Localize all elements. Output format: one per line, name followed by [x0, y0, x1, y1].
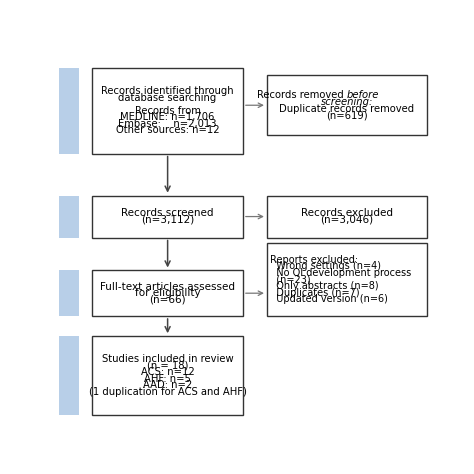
Text: (n=3,112): (n=3,112): [141, 215, 194, 225]
Bar: [59, 196, 80, 237]
Text: MEDLINE: n=1,706: MEDLINE: n=1,706: [120, 112, 215, 122]
Text: Records removed: Records removed: [257, 91, 346, 100]
Text: (1 duplication for ACS and AHF): (1 duplication for ACS and AHF): [89, 387, 246, 397]
Bar: [59, 270, 80, 316]
Text: (n=3,046): (n=3,046): [320, 215, 373, 225]
Bar: [92, 336, 243, 415]
Text: Wrong settings (n=4): Wrong settings (n=4): [271, 261, 382, 272]
Bar: [92, 68, 243, 154]
Text: Other sources: n=12: Other sources: n=12: [116, 126, 219, 136]
Text: Reports excluded:: Reports excluded:: [271, 255, 359, 265]
Text: (n = 18): (n = 18): [147, 360, 188, 371]
Bar: [267, 243, 427, 316]
Text: Duplicates (n=7): Duplicates (n=7): [271, 288, 360, 298]
Bar: [267, 196, 427, 237]
Bar: [267, 75, 427, 136]
Text: before: before: [346, 91, 379, 100]
Text: AAD: n=2: AAD: n=2: [143, 380, 192, 390]
Bar: [59, 336, 80, 415]
Text: Updated version (n=6): Updated version (n=6): [271, 294, 388, 304]
Text: for eligibility: for eligibility: [135, 288, 201, 298]
Text: screening:: screening:: [320, 97, 373, 107]
Text: Embase:    n=2,013: Embase: n=2,013: [118, 119, 217, 129]
Text: Full-text articles assessed: Full-text articles assessed: [100, 282, 235, 292]
Text: Only abstracts (n=8): Only abstracts (n=8): [271, 281, 379, 291]
Text: Records identified through: Records identified through: [101, 86, 234, 96]
Text: (n=66): (n=66): [149, 295, 186, 305]
Text: Duplicate records removed: Duplicate records removed: [279, 103, 414, 114]
Text: No QI development process: No QI development process: [271, 268, 412, 278]
Text: database searching: database searching: [118, 92, 217, 102]
Text: Records from: Records from: [135, 106, 201, 116]
Text: Records excluded: Records excluded: [301, 208, 392, 218]
Text: Records screened: Records screened: [121, 208, 214, 218]
Text: ACS: n=12: ACS: n=12: [141, 367, 194, 377]
Text: (n=619): (n=619): [326, 110, 367, 120]
Text: Studies included in review: Studies included in review: [102, 354, 233, 364]
Bar: [59, 68, 80, 154]
Text: AHF: n=5: AHF: n=5: [144, 374, 191, 383]
Bar: [92, 270, 243, 316]
Text: (n=23): (n=23): [271, 274, 311, 284]
Bar: [92, 196, 243, 237]
